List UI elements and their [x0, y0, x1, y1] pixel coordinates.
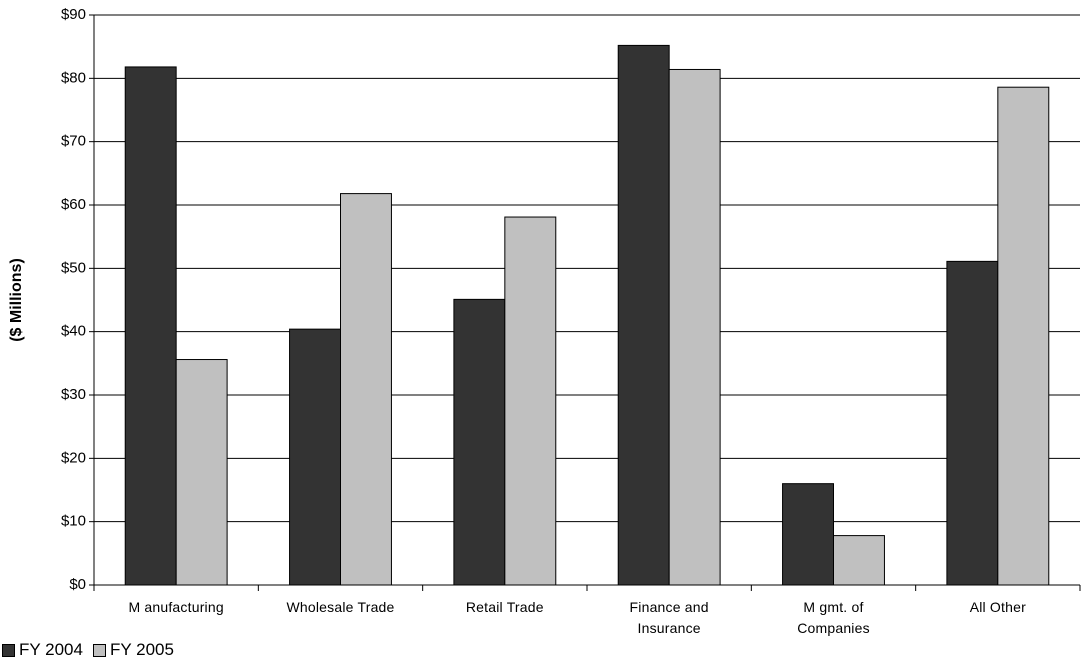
y-tick-label: $80 — [61, 69, 86, 86]
y-tick-label: $20 — [61, 449, 86, 466]
legend-item: FY 2005 — [92, 640, 174, 660]
x-tick-label: Finance and Insurance — [629, 599, 709, 636]
x-tick-label: M gmt. of Companies — [797, 599, 870, 636]
bar — [504, 216, 557, 586]
y-tick-label: $30 — [61, 386, 86, 403]
bar — [340, 193, 392, 586]
bar — [997, 86, 1050, 586]
legend-item: FY 2004 — [2, 640, 83, 660]
legend-swatch — [2, 643, 15, 657]
bar — [289, 328, 342, 586]
y-axis-label: ($ Millions) — [8, 258, 25, 342]
x-tick-label: M anufacturing — [128, 599, 224, 615]
legend-label: FY 2005 — [109, 640, 174, 659]
y-tick-label: $90 — [61, 6, 86, 23]
bar — [453, 298, 506, 586]
y-tick-label: $70 — [61, 133, 86, 150]
bar — [668, 68, 721, 586]
bar — [833, 535, 885, 586]
bar — [782, 483, 834, 586]
x-tick-label: All Other — [969, 599, 1026, 615]
bar — [175, 359, 228, 586]
bar — [124, 66, 177, 586]
y-tick-label: $60 — [61, 196, 86, 213]
y-tick-label: $50 — [61, 259, 86, 276]
bar — [946, 260, 999, 586]
legend-swatch — [92, 643, 106, 657]
y-tick-label: $40 — [61, 323, 86, 340]
x-tick-label: Retail Trade — [465, 599, 544, 615]
x-tick-label: Wholesale Trade — [286, 599, 395, 615]
legend-label: FY 2004 — [19, 640, 83, 659]
y-tick-label: $0 — [69, 576, 86, 593]
legend: FY 2004 FY 2005 — [2, 640, 174, 660]
bar — [617, 44, 670, 586]
y-tick-label: $10 — [61, 513, 86, 530]
